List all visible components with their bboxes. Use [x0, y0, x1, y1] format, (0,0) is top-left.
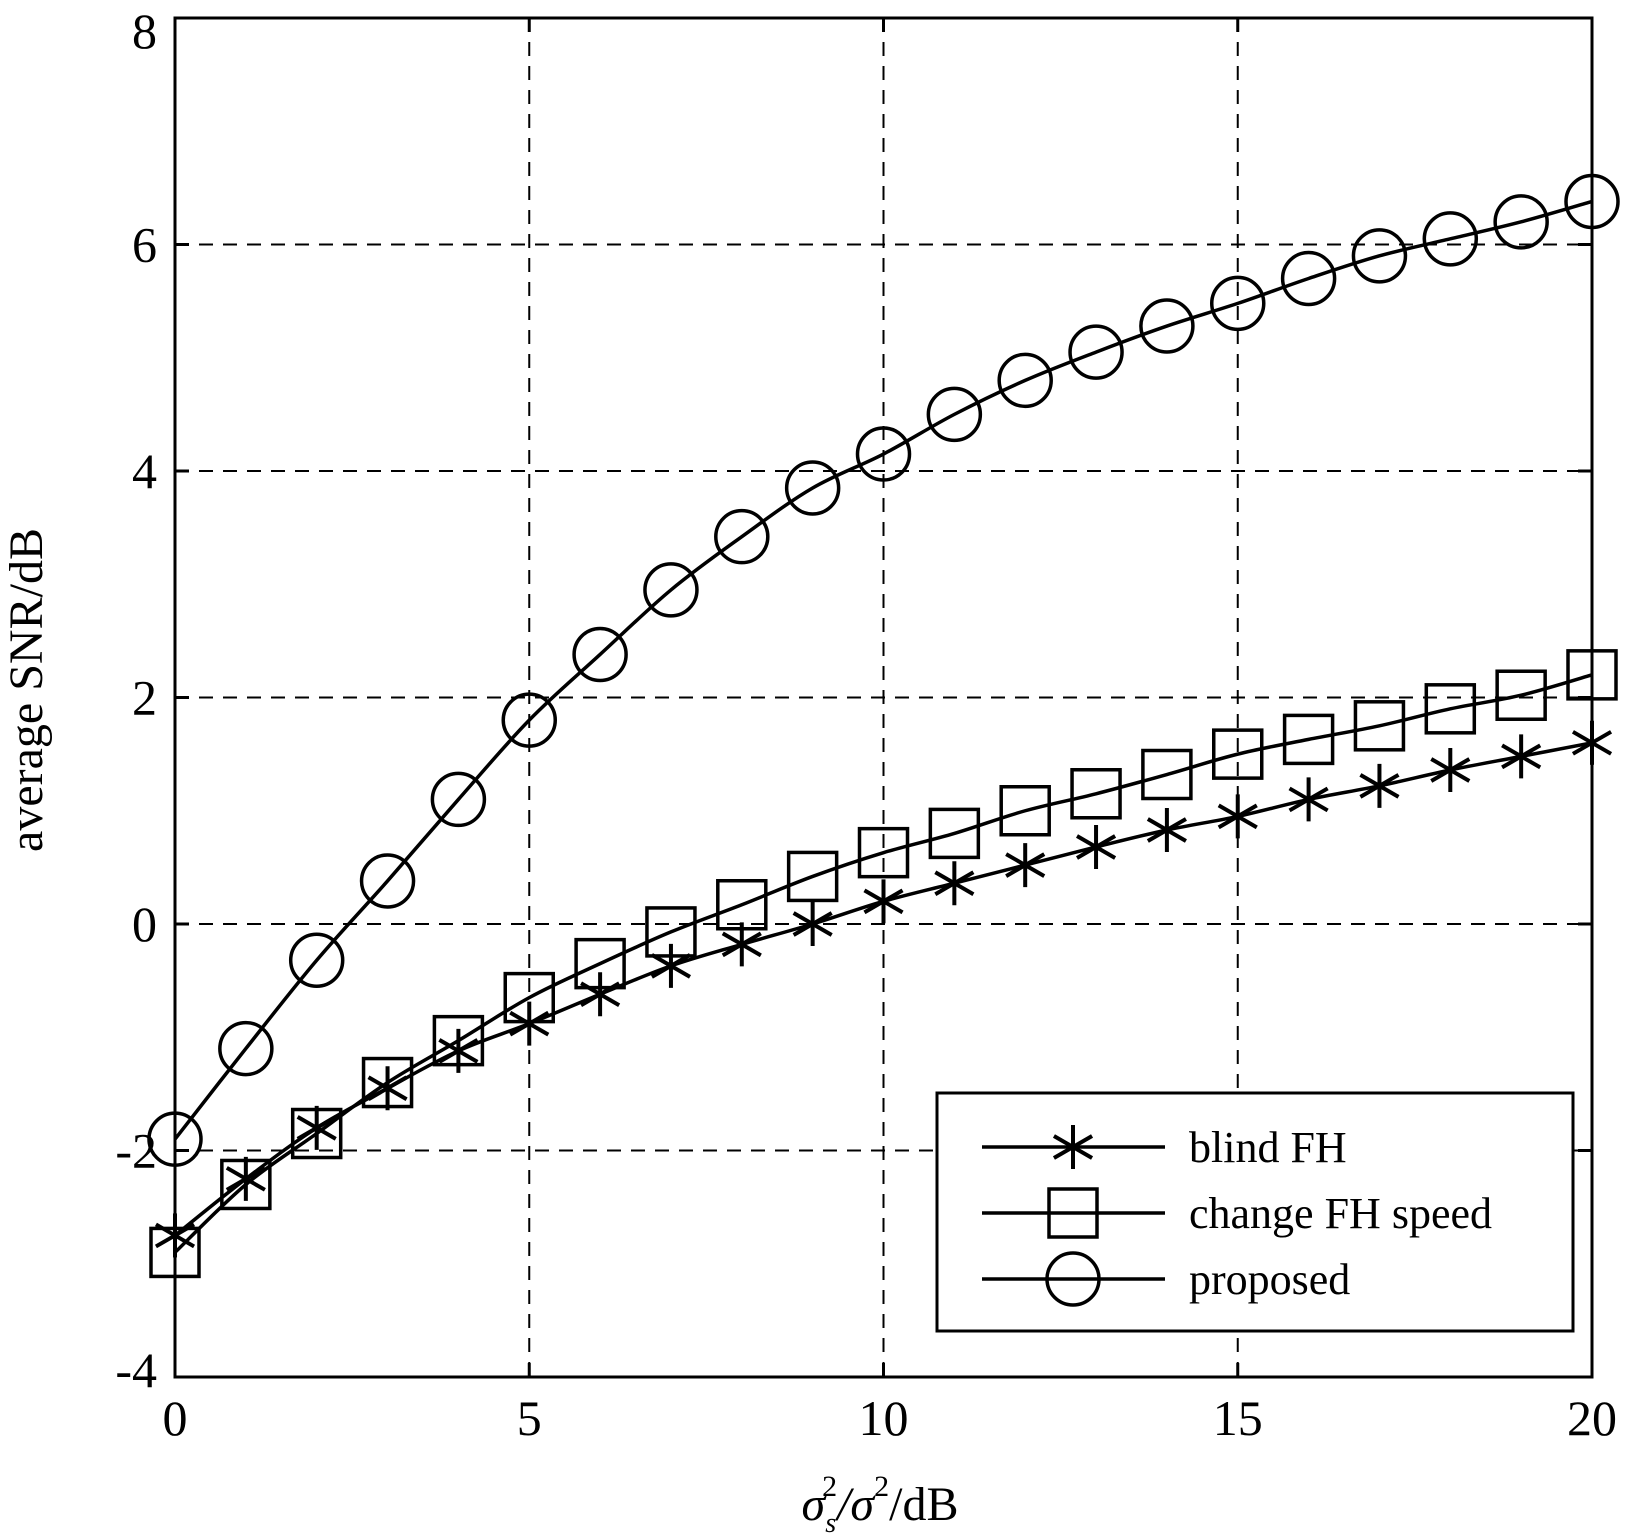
data-point-circle	[1564, 173, 1620, 230]
data-point-asterisk	[934, 861, 975, 906]
legend-item: blind FH	[982, 1123, 1347, 1172]
series-asterisk	[154, 720, 1613, 1258]
data-point-asterisk	[225, 1156, 266, 1201]
data-point-square	[786, 850, 839, 903]
data-point-circle	[1280, 250, 1337, 307]
series-circle	[147, 173, 1620, 1167]
data-point-circle	[1351, 228, 1408, 284]
legend: blind FH change FH speed proposed	[935, 1091, 1575, 1333]
data-point-circle	[572, 626, 628, 683]
y-tick-label: 0	[132, 896, 157, 952]
data-point-circle	[784, 460, 841, 516]
data-point-asterisk	[1005, 843, 1046, 888]
data-point-asterisk	[1288, 777, 1329, 822]
data-point-square	[1070, 768, 1122, 820]
x-tick-label: 5	[517, 1390, 542, 1446]
data-point-square	[1495, 669, 1547, 721]
legend-marker-asterisk	[1052, 1125, 1094, 1169]
data-point-square	[503, 971, 555, 1024]
data-point-circle	[359, 853, 416, 909]
data-point-square	[1353, 700, 1406, 752]
data-point-square	[645, 906, 697, 958]
y-tick-label: 8	[132, 3, 157, 59]
data-point-square	[361, 1056, 414, 1109]
data-point-asterisk	[1075, 824, 1117, 869]
data-point-circle	[288, 932, 345, 988]
series-layer	[147, 173, 1620, 1279]
y-tick-label: 6	[132, 217, 157, 273]
data-point-circle	[1493, 194, 1549, 250]
y-axis-label: average SNR/dB	[0, 528, 53, 852]
x-axis-label: σs 2/σ2/dB	[802, 1470, 959, 1533]
legend-marker-square	[1047, 1187, 1099, 1239]
data-point-square	[1566, 649, 1618, 701]
data-point-asterisk	[1146, 808, 1187, 853]
legend-marker-circle	[1045, 1251, 1101, 1307]
y-tick-label: -4	[115, 1342, 157, 1398]
legend-label: change FH speed	[1189, 1189, 1492, 1238]
y-tick-label: 4	[132, 443, 157, 499]
data-point-asterisk	[296, 1105, 337, 1150]
data-point-circle	[430, 771, 487, 828]
data-point-square	[1212, 728, 1264, 780]
x-axis-label-rest: /σ	[834, 1478, 876, 1531]
x-tick-label: 10	[859, 1390, 909, 1446]
data-point-asterisk	[367, 1066, 408, 1111]
data-point-asterisk	[1571, 720, 1613, 765]
data-point-square	[857, 826, 910, 879]
data-point-square	[149, 1226, 201, 1279]
series-line	[173, 673, 1593, 1254]
x-axis-label-sup2: 2	[874, 1470, 889, 1503]
series-line	[173, 199, 1593, 1141]
legend-item: proposed	[982, 1251, 1350, 1307]
x-axis-label-sup: 2	[822, 1470, 837, 1503]
data-point-circle	[855, 426, 912, 482]
data-point-square	[928, 807, 981, 860]
x-axis-label-tail: /dB	[889, 1478, 958, 1531]
x-tick-label: 20	[1567, 1390, 1617, 1446]
data-point-square	[1424, 683, 1477, 735]
data-point-circle	[1210, 275, 1266, 332]
x-tick-label: 15	[1213, 1390, 1263, 1446]
data-point-square	[220, 1158, 272, 1211]
data-point-asterisk	[580, 972, 621, 1017]
x-tick-label: 0	[163, 1390, 188, 1446]
data-point-square	[574, 937, 626, 990]
data-point-circle	[997, 352, 1053, 409]
data-point-asterisk	[1501, 734, 1542, 779]
data-point-asterisk	[1217, 794, 1258, 839]
data-point-asterisk	[863, 879, 904, 924]
data-point-circle	[147, 1111, 203, 1167]
legend-item: change FH speed	[982, 1187, 1492, 1239]
legend-label: blind FH	[1189, 1123, 1347, 1172]
data-point-asterisk	[1359, 763, 1400, 808]
data-point-square	[1282, 713, 1335, 766]
data-point-circle	[926, 386, 983, 443]
x-axis-label-sigma: σ	[802, 1478, 828, 1531]
y-tick-label: 2	[132, 670, 157, 726]
series-square	[149, 649, 1618, 1279]
legend-label: proposed	[1189, 1255, 1350, 1304]
data-point-square	[432, 1014, 485, 1067]
data-point-asterisk	[509, 1001, 550, 1046]
data-point-circle	[501, 692, 557, 748]
data-point-asterisk	[792, 902, 833, 946]
data-point-asterisk	[1430, 747, 1471, 792]
data-point-circle	[1422, 211, 1479, 267]
data-point-square	[290, 1107, 343, 1160]
data-point-circle	[218, 1020, 274, 1077]
data-point-asterisk	[650, 943, 692, 988]
data-point-square	[1141, 748, 1193, 801]
x-axis-label-sub: s	[825, 1508, 836, 1533]
data-point-square	[716, 878, 768, 931]
data-point-circle	[714, 508, 770, 565]
data-point-circle	[643, 562, 699, 618]
data-point-circle	[1139, 298, 1195, 354]
data-point-square	[999, 785, 1051, 837]
data-point-circle	[1068, 324, 1124, 380]
